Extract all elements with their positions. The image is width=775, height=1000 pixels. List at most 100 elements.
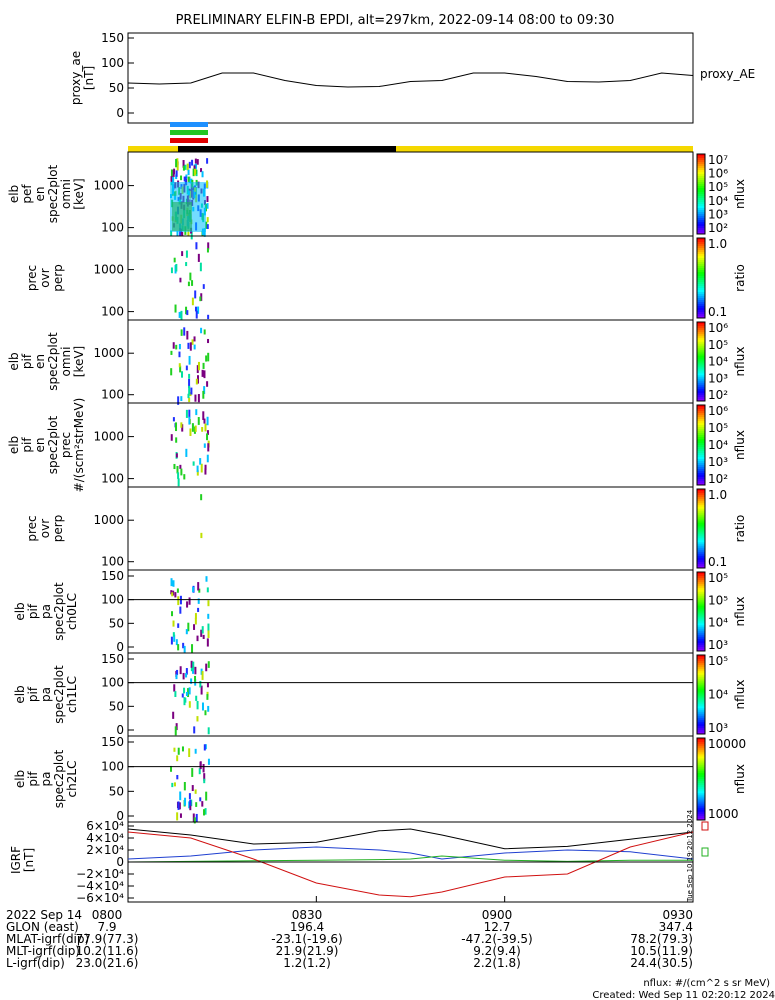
spec-pixel (179, 277, 182, 283)
spec-pixel (196, 159, 199, 165)
colorbar-step (697, 226, 705, 229)
panel-frame (127, 235, 694, 321)
spec-pixel (207, 352, 210, 362)
spec-pixel (181, 231, 184, 237)
footer-cell: 78.2(79.3) (630, 932, 693, 946)
colorbar-step (697, 629, 705, 632)
panel-2: 1000 100 prec ovr perp (25, 235, 694, 321)
colorbar-step (697, 813, 705, 817)
colorbar-step (697, 166, 705, 169)
spec-pixel (177, 472, 180, 479)
spec-pixel (203, 370, 206, 379)
spec-pixel (177, 623, 180, 628)
igrf-legend-green-box (701, 847, 709, 857)
spec-pixel (198, 588, 201, 593)
colorbar-step (697, 740, 705, 743)
panel-ylabel: elb (13, 602, 27, 620)
spec-pixel (193, 726, 196, 734)
spec-pixel (188, 416, 191, 425)
colorbar-step (697, 528, 705, 531)
spec-pixel (203, 809, 206, 816)
colorbar-step (697, 510, 705, 514)
colorbar-step (697, 461, 705, 464)
spec-pixel (173, 257, 176, 263)
spec-pixel (189, 428, 192, 437)
colorbar-step (697, 811, 705, 815)
spec-pixel (207, 758, 210, 765)
colorbar-step (697, 198, 705, 201)
colorbar-step (697, 411, 705, 414)
colorbar-step (697, 194, 705, 197)
igrf-ytick-label: −6×10⁴ (76, 891, 124, 905)
colorbar-step (697, 797, 705, 800)
spec-pixel (188, 397, 191, 403)
footer-cell: 7.9 (97, 920, 116, 934)
colorbar-step (697, 700, 705, 703)
panel-ylabel: pif (26, 603, 40, 619)
spec-pixel (196, 465, 199, 473)
colorbar-step (697, 154, 705, 157)
colorbar-step (697, 323, 705, 327)
colorbar-step (697, 599, 705, 603)
colorbar-step (697, 655, 705, 658)
colorbar-step (697, 339, 705, 343)
spec-pixel (170, 636, 173, 645)
colorbar-step (697, 676, 705, 680)
colorbar-step (697, 278, 705, 281)
colorbar-step (697, 252, 705, 255)
spec-pixel (196, 375, 199, 384)
colorbar-frame (696, 404, 706, 486)
colorbar-step (697, 268, 705, 271)
colorbar-step (697, 575, 705, 579)
ytick-label: 100 (101, 593, 124, 607)
colorbar-step (697, 502, 705, 506)
colorbar-step (697, 564, 705, 567)
spec-pixel (206, 682, 209, 688)
colorbar-step (697, 351, 705, 355)
spec-pixel (203, 773, 206, 781)
colorbar-step (697, 688, 705, 692)
panel-ylabel: elb (13, 770, 27, 788)
spec-pixel (180, 329, 183, 336)
colorbar-step (697, 593, 705, 597)
colorbar-step (697, 250, 705, 253)
colorbar-step (697, 764, 705, 768)
orbit-strip-yellow (128, 146, 693, 152)
colorbar-step (697, 383, 705, 386)
spec-pixel (195, 242, 198, 250)
spec-pixel (176, 669, 179, 676)
spec-pixel (190, 387, 193, 395)
colorbar-step (697, 532, 705, 535)
colorbar-step (697, 361, 705, 364)
spec-pixel (176, 158, 179, 168)
igrf-blue-line (127, 846, 694, 860)
spec-pixel (205, 663, 208, 672)
colorbar-step (697, 306, 705, 309)
colorbar-step (697, 200, 705, 203)
spec-pixel (200, 463, 203, 473)
spec-pixel (194, 163, 197, 169)
colorbar-step (697, 385, 705, 388)
spec-pixel (185, 262, 188, 267)
spec-pixel (173, 782, 176, 787)
colorbar-step (697, 312, 705, 315)
colorbar-step (697, 583, 705, 587)
colorbar-step (697, 262, 705, 265)
proxy-ae-ticks: 150 100 50 0 (101, 31, 134, 120)
colorbar-step (697, 770, 705, 774)
spec-pixel (203, 744, 206, 751)
colorbar-step (697, 668, 705, 672)
footer-cell: 347.4 (659, 920, 693, 934)
colorbar-step (697, 724, 705, 727)
panel-ylabel: spec2plot (46, 332, 60, 391)
spec-pixel (188, 687, 191, 695)
colorbar-label: nflux (733, 179, 747, 209)
colorbar-step (697, 158, 705, 161)
colorbar-step (697, 176, 705, 179)
colorbar-step (697, 395, 705, 398)
colorbar-step (697, 304, 705, 307)
igrf-ylabel-2: [nT] (22, 848, 36, 872)
spec-pixel (195, 813, 198, 822)
ytick-label: 100 (101, 221, 124, 235)
